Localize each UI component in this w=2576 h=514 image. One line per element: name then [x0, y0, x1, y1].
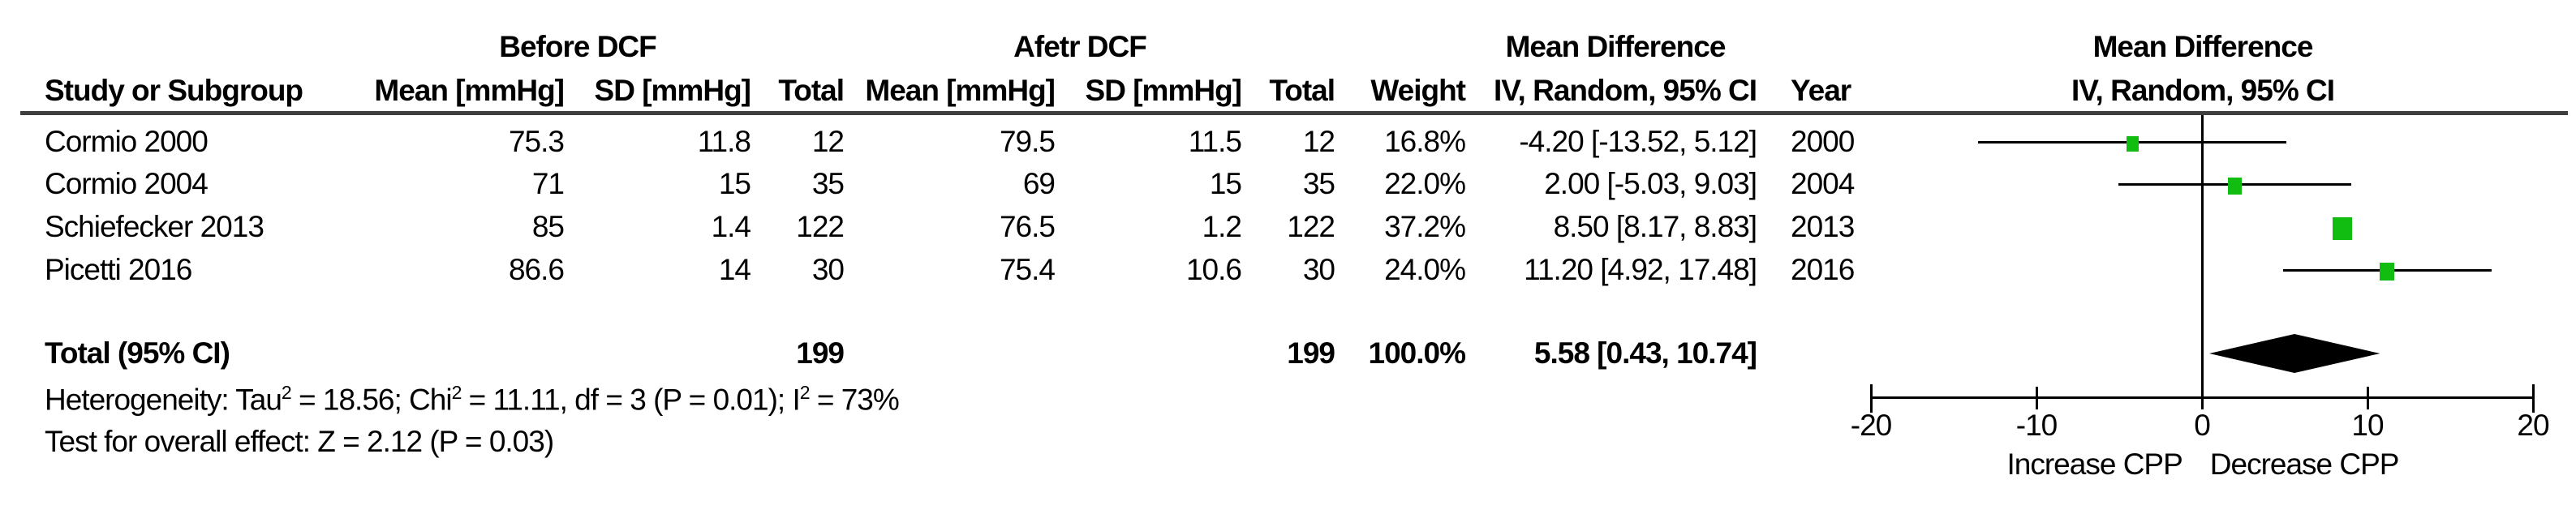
heterogeneity-text-part: Heterogeneity: Tau [45, 383, 282, 417]
weight-cell: 37.2% [1384, 210, 1466, 243]
col-header-weight: Weight [1370, 74, 1466, 107]
group-header-before-dcf: Before DCF [499, 30, 657, 63]
axis-tick [2200, 387, 2204, 409]
zero-effect-line [2200, 115, 2204, 400]
study-name-cell: Cormio 2000 [45, 125, 209, 158]
total-before-n: 199 [796, 336, 845, 370]
sd-after-cell: 15 [1209, 167, 1242, 200]
total-before-cell: 12 [811, 125, 845, 158]
col-header-sd-after: SD [mmHg] [1085, 74, 1242, 107]
mean-before-cell: 75.3 [508, 125, 565, 158]
study-name-cell: Schiefecker 2013 [45, 210, 264, 243]
mean-before-cell: 85 [531, 210, 565, 243]
total-before-cell: 122 [796, 210, 845, 243]
total-after-cell: 122 [1287, 210, 1335, 243]
mean-before-cell: 71 [531, 167, 565, 200]
mean-after-cell: 75.4 [999, 253, 1056, 286]
total-after-cell: 12 [1302, 125, 1335, 158]
superscript: 2 [281, 382, 292, 403]
sd-after-cell: 11.5 [1188, 125, 1242, 158]
total-after-cell: 35 [1302, 167, 1335, 200]
sd-before-cell: 15 [718, 167, 751, 200]
axis-tick [2035, 387, 2038, 409]
year-cell: 2013 [1791, 210, 1855, 243]
superscript: 2 [451, 382, 462, 403]
total-before-cell: 35 [811, 167, 845, 200]
sd-before-cell: 1.4 [711, 210, 751, 243]
col-header-mean-before: Mean [mmHg] [374, 74, 565, 107]
study-name-cell: Picetti 2016 [45, 253, 192, 286]
total-after-cell: 30 [1302, 253, 1335, 286]
mean-before-cell: 86.6 [508, 253, 565, 286]
sd-before-cell: 14 [718, 253, 751, 286]
total-ci-text: 5.58 [0.43, 10.74] [1533, 336, 1757, 370]
year-cell: 2016 [1791, 253, 1855, 286]
pooled-effect-diamond [2208, 334, 2380, 373]
heterogeneity-text: Heterogeneity: Tau2 = 18.56; Chi2 = 11.1… [45, 382, 900, 417]
sd-after-cell: 10.6 [1185, 253, 1242, 286]
weight-cell: 24.0% [1384, 253, 1466, 286]
axis-label-increase-cpp: Increase CPP [2006, 448, 2183, 481]
mean-after-cell: 69 [1022, 167, 1056, 200]
axis-tick-label: 10 [2351, 409, 2384, 442]
ci-text-cell: -4.20 [-13.52, 5.12] [1519, 125, 1757, 158]
col-header-total-after: Total [1269, 74, 1335, 107]
mean-after-cell: 79.5 [999, 125, 1056, 158]
sd-before-cell: 11.8 [697, 125, 751, 158]
ci-text-cell: 2.00 [-5.03, 9.03] [1544, 167, 1757, 200]
effect-marker [2228, 177, 2243, 195]
total-label: Total (95% CI) [45, 336, 230, 370]
col-header-sd-before: SD [mmHg] [594, 74, 751, 107]
heterogeneity-text-part: = 18.56; Chi [290, 383, 453, 417]
axis-tick-label: 0 [2194, 409, 2211, 442]
effect-marker [2126, 135, 2139, 152]
superscript: 2 [799, 382, 811, 403]
year-cell: 2000 [1791, 125, 1855, 158]
total-weight: 100.0% [1368, 336, 1467, 370]
col-header-study: Study or Subgroup [45, 74, 303, 107]
total-before-cell: 30 [811, 253, 845, 286]
weight-cell: 22.0% [1384, 167, 1466, 200]
heterogeneity-text-part: = 11.11, df = 3 (P = 0.01); I [461, 383, 801, 417]
axis-label-decrease-cpp: Decrease CPP [2209, 448, 2400, 481]
axis-tick-label: -20 [1850, 409, 1892, 442]
axis-tick-label: -10 [2015, 409, 2058, 442]
effect-marker [2333, 217, 2353, 240]
group-header-after-dcf: Afetr DCF [1013, 30, 1147, 63]
axis-tick [1869, 384, 1873, 413]
axis-tick-label: 20 [2517, 409, 2549, 442]
axis-tick [2531, 384, 2535, 413]
mean-after-cell: 76.5 [999, 210, 1056, 243]
total-after-n: 199 [1287, 336, 1335, 370]
year-cell: 2004 [1791, 167, 1855, 200]
study-name-cell: Cormio 2004 [45, 167, 209, 200]
sd-after-cell: 1.2 [1202, 210, 1242, 243]
group-header-mean-difference-table: Mean Difference [1505, 30, 1727, 63]
ci-text-cell: 11.20 [4.92, 17.48] [1524, 253, 1757, 286]
axis-direction-labels: Increase CPP Decrease CPP [1871, 448, 2535, 482]
overall-effect-text: Test for overall effect: Z = 2.12 (P = 0… [45, 425, 554, 458]
header-separator-line [20, 111, 2568, 115]
group-header-mean-difference-plot: Mean Difference [2092, 30, 2314, 63]
col-header-year: Year [1791, 74, 1851, 107]
col-header-ci-plot: IV, Random, 95% CI [2071, 74, 2335, 107]
col-header-total-before: Total [778, 74, 845, 107]
weight-cell: 16.8% [1384, 125, 1466, 158]
axis-tick [2366, 387, 2369, 409]
ci-text-cell: 8.50 [8.17, 8.83] [1553, 210, 1757, 243]
effect-marker [2380, 263, 2395, 281]
col-header-ci: IV, Random, 95% CI [1493, 74, 1757, 107]
col-header-mean-after: Mean [mmHg] [865, 74, 1056, 107]
heterogeneity-text-part: = 73% [809, 383, 900, 417]
